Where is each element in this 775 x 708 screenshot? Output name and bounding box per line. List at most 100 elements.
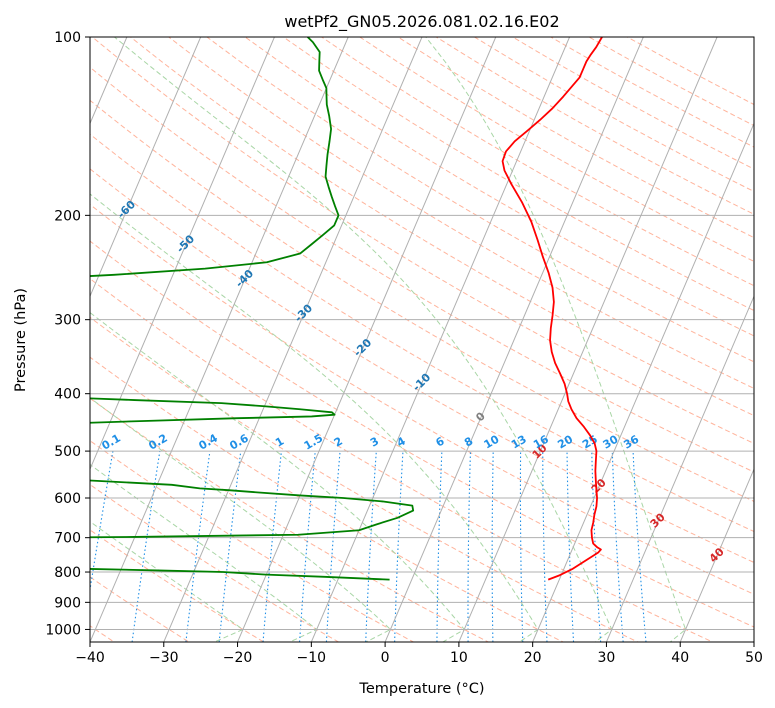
- isotherm-line: [90, 37, 202, 298]
- mixing-ratio-label: 0.4: [196, 431, 220, 452]
- dry-adiabat-line: [90, 397, 490, 642]
- x-tick-label: −40: [75, 650, 105, 666]
- x-tick-label: 10: [450, 650, 468, 666]
- moist-adiabat-line: [90, 520, 244, 642]
- x-tick-label: −20: [223, 650, 253, 666]
- isotherm-line: [384, 37, 644, 642]
- plot-frame: [89, 36, 755, 643]
- isotherm-line: [532, 122, 754, 642]
- isotherm-label: -70: [56, 163, 79, 186]
- mixing-ratio-label: 0.6: [227, 431, 251, 452]
- x-tick-label: 30: [598, 650, 616, 666]
- mixing-ratio-label: 6: [434, 434, 447, 449]
- mixing-ratio-line: [394, 451, 404, 642]
- y-tick-label: 900: [54, 595, 81, 611]
- dry-adiabat-line: [90, 240, 754, 628]
- mixing-ratio-line: [542, 451, 548, 642]
- y-axis-title: Pressure (hPa): [13, 288, 29, 392]
- isotherm-label: -10: [410, 370, 433, 393]
- dry-adiabat-line: [90, 483, 340, 642]
- isotherm-line: [753, 640, 754, 642]
- x-tick-label: 20: [524, 650, 542, 666]
- dry-adiabat-line: [588, 37, 754, 127]
- dry-adiabat-line: [512, 37, 754, 170]
- dry-adiabat-line: [206, 37, 754, 363]
- dry-adiabat-line: [90, 66, 754, 473]
- dry-adiabat-line: [435, 37, 754, 215]
- mixing-ratio-label: 0.1: [99, 432, 122, 453]
- isotherm-label: -60: [115, 198, 138, 221]
- isotherm-label: 0: [473, 409, 488, 424]
- isotherm-label: 20: [589, 476, 609, 496]
- profiles: [90, 37, 603, 581]
- dry-adiabat-line: [90, 576, 190, 642]
- temperature-profile-line: [501, 37, 603, 581]
- y-tick-label: 100: [54, 30, 81, 46]
- mixing-ratio-line: [491, 451, 494, 642]
- isotherm-line: [237, 37, 497, 642]
- dry-adiabat-line: [321, 37, 754, 287]
- x-tick-label: −30: [149, 650, 179, 666]
- mixing-ratio-label: 2: [332, 435, 345, 450]
- mixing-ratio-label: 36: [621, 432, 641, 451]
- dry-adiabat-line: [90, 99, 754, 502]
- moist-adiabat-line: [90, 397, 392, 642]
- dry-adiabat-line: [168, 37, 754, 389]
- y-tick-label: 400: [54, 387, 81, 403]
- x-axis: −40 −30 −20 −10 0 10 20 30 40 50: [75, 642, 763, 666]
- isotherm-label: -20: [351, 336, 374, 359]
- mixing-ratio-label: 0.2: [146, 432, 169, 453]
- moist-adiabat-line: [425, 37, 687, 642]
- x-tick-label: 50: [745, 650, 763, 666]
- x-tick-label: 0: [381, 650, 390, 666]
- line-labels: -100-90-80-70-60-50-40-30-20-10010203040…: [0, 128, 727, 566]
- mixing-ratio-label: 3: [368, 435, 381, 450]
- y-tick-label: 600: [54, 491, 81, 507]
- isotherm-line: [458, 37, 718, 642]
- moist-adiabat-line: [90, 193, 539, 642]
- isotherm-line: [163, 37, 423, 642]
- mixing-ratio-label: 4: [395, 434, 408, 449]
- isotherm-line: [679, 467, 754, 642]
- isotherm-line: [90, 37, 349, 642]
- mixing-ratio-line: [262, 451, 282, 642]
- mixing-ratio-line: [467, 451, 472, 642]
- decor-curve: [0, 37, 66, 642]
- dewpoint-profile-line: [90, 37, 415, 581]
- x-tick-label: −10: [297, 650, 327, 666]
- y-tick-label: 300: [54, 313, 81, 329]
- x-axis-title: Temperature (°C): [358, 681, 484, 697]
- mixing-ratio-label: 1: [273, 435, 286, 450]
- isotherm-label: -30: [292, 301, 315, 324]
- x-tick-label: 40: [671, 650, 689, 666]
- mixing-ratio-line: [519, 451, 524, 642]
- y-tick-label: 500: [54, 444, 81, 460]
- isotherm-label: -50: [174, 232, 197, 255]
- dry-adiabat-line: [90, 529, 265, 642]
- y-tick-label: 200: [54, 208, 81, 224]
- dry-adiabat-line: [91, 37, 754, 445]
- mixing-ratio-line: [131, 451, 161, 642]
- y-axis: 1000 900 800 700 600 500 400 300 200 100: [45, 30, 90, 638]
- background-lines: [0, 37, 754, 642]
- isotherm-line: [90, 37, 275, 471]
- y-tick-label: 800: [54, 565, 81, 581]
- mixing-ratio-line: [365, 451, 377, 642]
- mixing-ratio-line: [436, 451, 443, 642]
- mixing-ratio-line: [218, 451, 242, 642]
- y-tick-label: 1000: [45, 622, 81, 638]
- mixing-ratio-label: 8: [462, 435, 475, 450]
- isotherm-label: -40: [233, 267, 256, 290]
- isotherm-line: [605, 295, 754, 642]
- mixing-ratio-label: 1.5: [302, 432, 325, 453]
- moist-adiabat-line: [90, 311, 466, 642]
- dry-adiabat-line: [474, 37, 754, 193]
- mixing-ratio-line: [185, 451, 211, 642]
- dry-adiabat-line: [130, 37, 754, 417]
- y-tick-label: 700: [54, 531, 81, 547]
- isotherm-label: -80: [0, 128, 20, 151]
- dry-adiabat-line: [90, 356, 565, 642]
- mixing-ratio-line: [325, 451, 341, 642]
- chart-title: wetPf2_GN05.2026.081.02.16.E02: [284, 12, 559, 32]
